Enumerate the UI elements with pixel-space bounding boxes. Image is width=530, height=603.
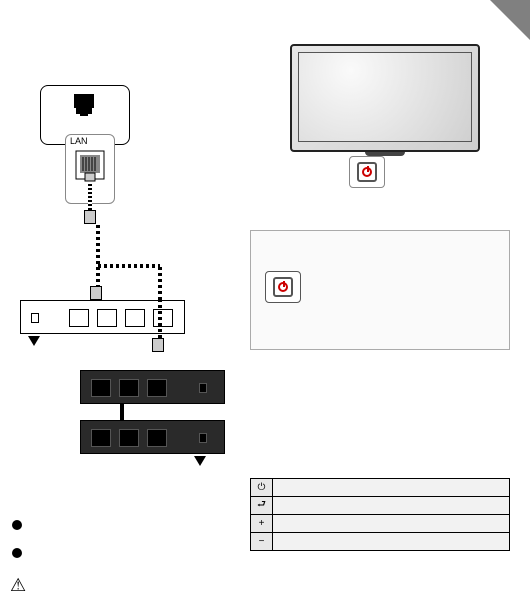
warning-icon: ⚠ (10, 575, 26, 596)
lan-port-icon (75, 150, 105, 184)
control-label (273, 515, 510, 533)
cable-segment (98, 264, 160, 268)
cable-plug-icon (152, 338, 164, 352)
cable-segment (96, 224, 100, 264)
power-icon (278, 282, 288, 292)
tv-illustration (290, 44, 480, 152)
bullet-icon (12, 548, 22, 558)
wall-jack-icon (72, 92, 96, 116)
control-label (273, 533, 510, 551)
cable-segment (158, 264, 162, 300)
control-label (273, 497, 510, 515)
arrow-down-icon (28, 336, 40, 346)
bullet-icon (12, 520, 22, 530)
control-icon: ⏻ (251, 479, 273, 497)
arrow-down-icon (194, 456, 206, 466)
power-panel-closeup (250, 230, 510, 350)
cable-segment (158, 300, 162, 338)
page-corner (490, 0, 530, 40)
table-row: ⮐ (251, 497, 510, 515)
control-label (273, 479, 510, 497)
power-button-callout (349, 156, 385, 188)
power-icon (362, 167, 372, 177)
cable-plug-icon (90, 286, 102, 300)
hub-device (80, 420, 225, 454)
table-row: ⏻ (251, 479, 510, 497)
cable-plug-icon (84, 210, 96, 224)
modem-device (80, 370, 225, 404)
control-bar-table: ⏻⮐+− (250, 478, 510, 551)
control-icon: + (251, 515, 273, 533)
control-icon: ⮐ (251, 497, 273, 515)
lan-label: LAN (70, 136, 88, 146)
table-row: − (251, 533, 510, 551)
control-icon: − (251, 533, 273, 551)
table-row: + (251, 515, 510, 533)
